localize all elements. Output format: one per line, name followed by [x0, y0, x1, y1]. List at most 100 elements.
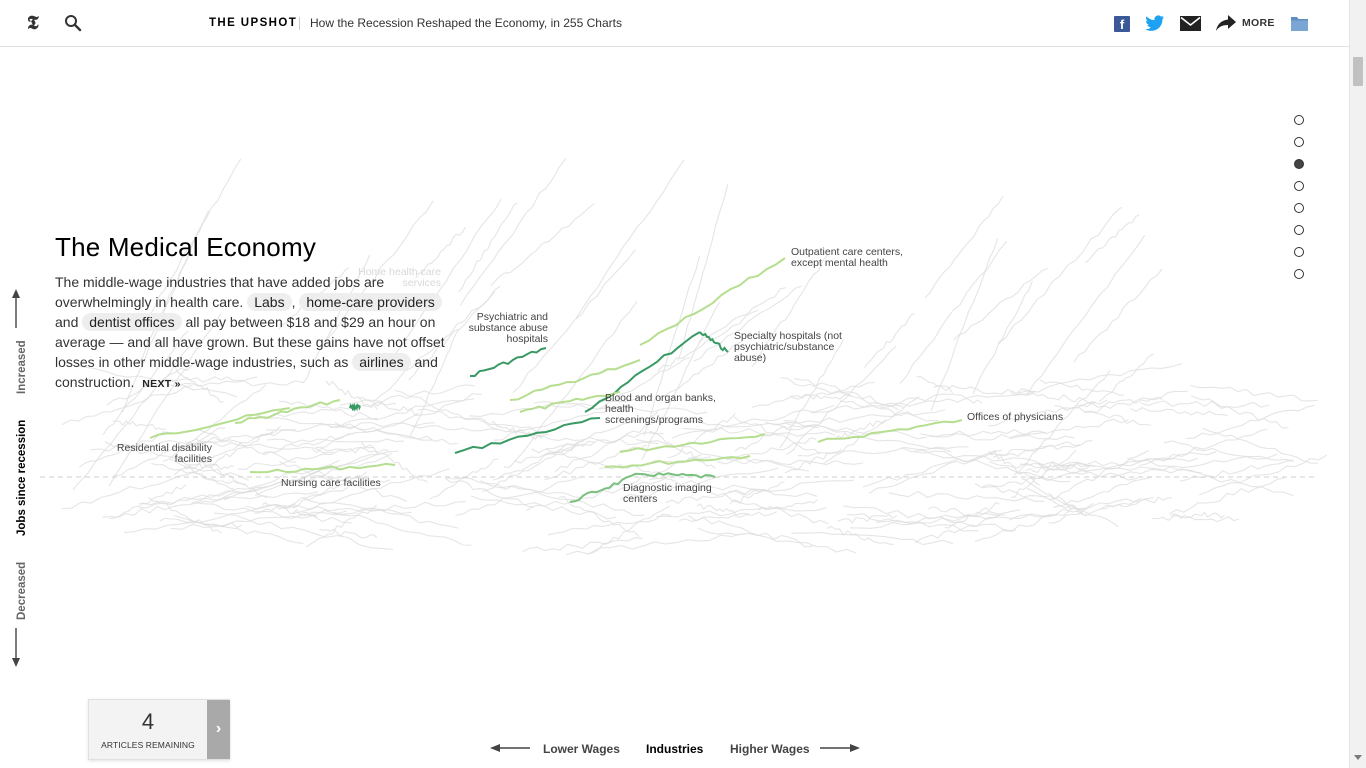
- health-care-line-c[interactable]: [619, 433, 766, 453]
- industry-line: [751, 254, 829, 367]
- search-icon[interactable]: [64, 14, 82, 32]
- health-care-line-b[interactable]: [519, 391, 621, 413]
- diagnostic-imaging-line[interactable]: [569, 472, 641, 503]
- industry-line: [1139, 400, 1270, 408]
- next-step-link[interactable]: NEXT »: [142, 378, 181, 390]
- save-folder-icon[interactable]: [1291, 15, 1308, 31]
- health-care-line-e[interactable]: [234, 399, 341, 424]
- industry-line: [790, 393, 852, 401]
- twitter-icon[interactable]: [1145, 14, 1165, 32]
- industry-line: [61, 384, 193, 426]
- specialty-hospitals-line-tail[interactable]: [699, 331, 729, 353]
- industry-line: [997, 206, 1123, 345]
- industry-line: [327, 200, 434, 339]
- industry-line: [992, 440, 1093, 458]
- step-dot-5[interactable]: [1294, 203, 1304, 213]
- industry-line: [733, 416, 821, 455]
- industry-line: [656, 507, 828, 518]
- nursing-care-line[interactable]: [249, 462, 396, 474]
- pill-airlines[interactable]: airlines: [352, 353, 411, 371]
- industry-line: [455, 475, 582, 516]
- diagnostic-imaging-line-tail[interactable]: [639, 472, 716, 479]
- nyt-logo-icon[interactable]: 𝕿: [27, 12, 39, 34]
- health-care-line-a[interactable]: [509, 359, 641, 401]
- industry-line: [734, 425, 792, 452]
- industry-line: [1100, 496, 1172, 510]
- industry-line: [415, 226, 467, 279]
- meter-expand-button[interactable]: ›: [207, 700, 230, 759]
- industry-line: [512, 249, 636, 394]
- step-dot-7[interactable]: [1294, 247, 1304, 257]
- industry-line: [108, 313, 222, 487]
- industry-line: [1010, 388, 1096, 405]
- health-care-line-d[interactable]: [604, 455, 751, 469]
- industry-line: [151, 463, 247, 486]
- industry-line: [102, 330, 189, 435]
- step-dot-8[interactable]: [1294, 269, 1304, 279]
- scrollbar-thumb[interactable]: [1353, 57, 1363, 86]
- industry-line: [554, 423, 652, 473]
- arrow-left-icon: [490, 744, 530, 752]
- industry-line: [1048, 497, 1142, 524]
- industry-line: [315, 398, 475, 449]
- industry-line: [254, 486, 349, 514]
- industry-line: [729, 481, 785, 505]
- industry-line: [1098, 353, 1154, 403]
- blood-organ-banks-line[interactable]: [454, 417, 601, 454]
- pill-home-care-providers[interactable]: home-care providers: [299, 293, 442, 311]
- outpatient-care-line[interactable]: [639, 257, 786, 346]
- residential-disability-line[interactable]: [149, 407, 291, 439]
- more-share-button[interactable]: MORE: [1242, 17, 1275, 29]
- health-care-line-f[interactable]: [349, 402, 361, 412]
- industry-line: [1054, 404, 1152, 426]
- step-dot-3[interactable]: [1294, 159, 1304, 169]
- pill-labs[interactable]: Labs: [247, 293, 292, 311]
- industry-line: [138, 485, 267, 509]
- industry-line: [667, 413, 736, 459]
- step-dot-1[interactable]: [1294, 115, 1304, 125]
- industry-line: [171, 365, 224, 403]
- industry-line: [1026, 487, 1119, 528]
- industry-line: [106, 358, 206, 406]
- facebook-icon[interactable]: f: [1114, 16, 1130, 32]
- industry-line: [1049, 450, 1149, 500]
- share-arrow-icon[interactable]: [1215, 14, 1237, 32]
- step-dot-6[interactable]: [1294, 225, 1304, 235]
- story-text-part: and: [55, 314, 79, 330]
- industry-line: [728, 479, 855, 495]
- scroll-down-arrow-icon[interactable]: [1354, 755, 1362, 760]
- industry-line: [503, 440, 594, 468]
- industry-line: [1202, 427, 1319, 464]
- industry-line: [123, 503, 296, 534]
- industry-line: [839, 400, 939, 422]
- arrow-right-icon: [820, 744, 860, 752]
- industry-line: [1168, 477, 1285, 515]
- industry-line: [1170, 511, 1225, 520]
- industry-line: [928, 506, 1000, 517]
- industry-line: [138, 210, 210, 364]
- step-dot-2[interactable]: [1294, 137, 1304, 147]
- story-panel: The Medical Economy The middle-wage indu…: [55, 232, 450, 394]
- axis-label-decreased: Decreased: [16, 561, 28, 620]
- psychiatric-hospitals-line[interactable]: [470, 347, 547, 377]
- section-name-link[interactable]: THE UPSHOT: [209, 17, 298, 29]
- industry-line: [575, 159, 685, 319]
- industry-line: [797, 446, 969, 457]
- industry-line: [292, 468, 450, 515]
- industry-line: [266, 438, 405, 444]
- highlighted-industry-lines: [149, 257, 963, 503]
- industry-line: [888, 490, 1045, 502]
- industry-line: [162, 384, 267, 463]
- vertical-scrollbar[interactable]: [1349, 0, 1366, 768]
- offices-of-physicians-line[interactable]: [817, 419, 963, 443]
- pill-dentist-offices[interactable]: dentist offices: [82, 313, 182, 331]
- industry-line: [972, 280, 1033, 394]
- industry-line: [1060, 457, 1198, 467]
- specialty-hospitals-line[interactable]: [584, 331, 701, 413]
- industry-line: [1163, 440, 1294, 462]
- email-icon[interactable]: [1180, 16, 1201, 31]
- industry-line: [139, 491, 319, 506]
- label-specialty-hospitals: Specialty hospitals (not psychiatric/sub…: [734, 330, 842, 364]
- step-dot-4[interactable]: [1294, 181, 1304, 191]
- story-text-part: all pay between $18 and $29 an hour on a…: [55, 314, 445, 370]
